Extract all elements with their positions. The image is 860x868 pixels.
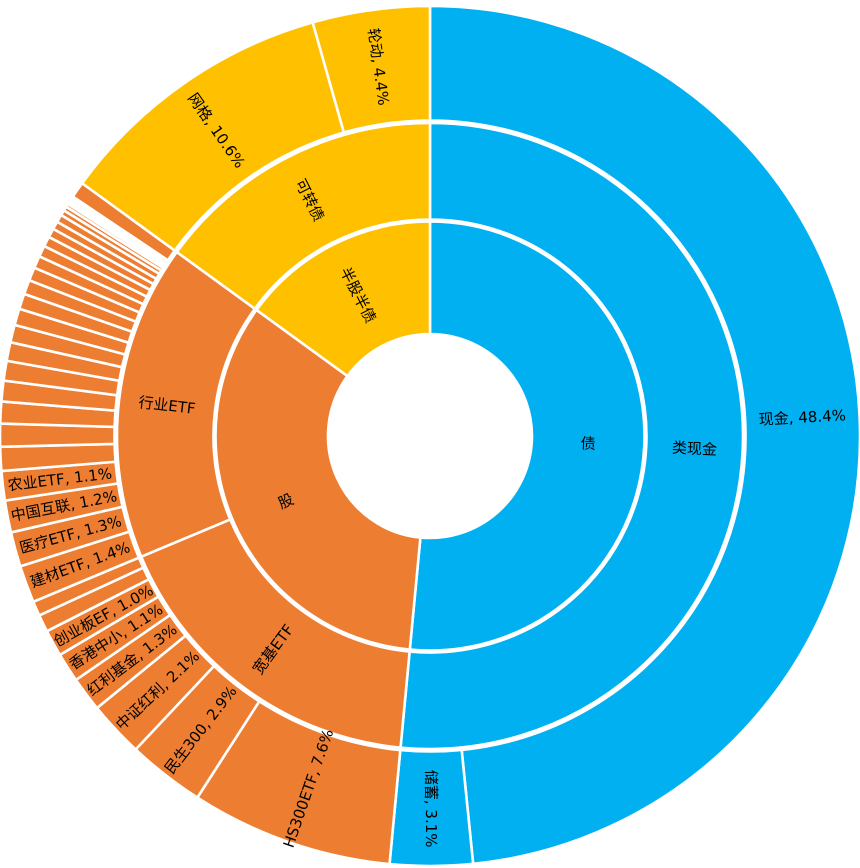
- label-bond: 债: [580, 434, 596, 453]
- slice-stock: [214, 308, 422, 651]
- label-savings: 储蓄, 3.1%: [422, 770, 440, 848]
- slice-convertible-bond: [174, 121, 432, 311]
- slice-cash: [428, 4, 860, 866]
- label-stock: 股: [275, 490, 296, 513]
- label-cash-like: 类现金: [672, 439, 718, 459]
- slice-bond: [408, 220, 646, 652]
- slice-cash-like: [399, 121, 745, 751]
- slice-lundong: [311, 4, 432, 135]
- slice-half-stock-half-bond: [254, 220, 432, 378]
- label-cash: 现金, 48.4%: [758, 406, 846, 428]
